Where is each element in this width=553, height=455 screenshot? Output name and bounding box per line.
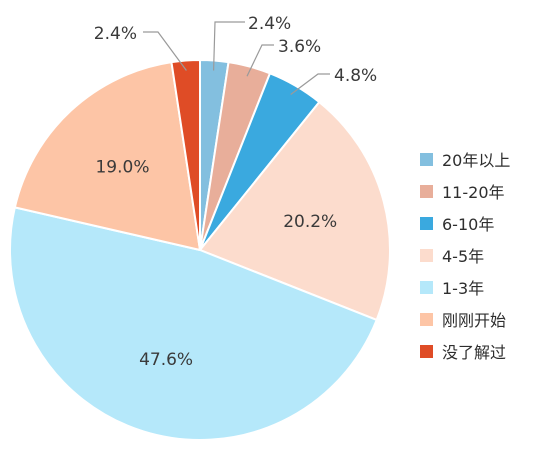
leader-line: [246, 44, 274, 77]
legend-label: 没了解过: [442, 343, 507, 362]
data-labels: 2.4% 3.6% 4.8% 20.2% 47.6% 19.0% 2.4%: [94, 14, 377, 370]
legend-item[interactable]: 1-3年: [420, 278, 510, 298]
data-label: 2.4%: [94, 24, 137, 44]
legend-swatch: [420, 152, 433, 166]
legend-label: 4-5年: [442, 247, 485, 266]
legend-label: 11-20年: [442, 183, 505, 202]
data-label: 47.6%: [139, 350, 193, 370]
pie-slice[interactable]: [9, 206, 378, 442]
pie-slice[interactable]: [13, 61, 201, 251]
data-label: 2.4%: [248, 14, 291, 34]
legend-swatch: [420, 216, 433, 230]
legend-swatch: [420, 312, 433, 326]
legend-swatch: [420, 184, 433, 198]
data-label: 20.2%: [283, 212, 337, 232]
leader-line: [143, 31, 187, 71]
data-label: 19.0%: [95, 157, 149, 177]
pie-slices: [9, 59, 391, 442]
legend-swatch: [420, 248, 433, 262]
legend-item[interactable]: 6-10年: [420, 214, 510, 234]
legend-label: 6-10年: [442, 215, 495, 234]
leader-line: [213, 21, 245, 71]
leader-lines: [143, 21, 330, 95]
legend-swatch: [420, 344, 433, 358]
pie-slice[interactable]: [170, 59, 201, 251]
legend-label: 20年以上: [442, 151, 511, 170]
data-label: 3.6%: [278, 37, 321, 57]
pie-slice[interactable]: [199, 101, 391, 321]
legend: 20年以上 11-20年 6-10年 4-5年 1-3年 刚刚开始 没了解过: [420, 150, 510, 374]
legend-item[interactable]: 刚刚开始: [420, 310, 510, 330]
leader-line: [290, 73, 330, 95]
legend-label: 1-3年: [442, 279, 485, 298]
legend-item[interactable]: 11-20年: [420, 182, 510, 202]
legend-item[interactable]: 4-5年: [420, 246, 510, 266]
legend-label: 刚刚开始: [442, 311, 507, 330]
data-label: 4.8%: [334, 66, 377, 86]
legend-item[interactable]: 没了解过: [420, 342, 510, 362]
legend-item[interactable]: 20年以上: [420, 150, 511, 170]
legend-swatch: [420, 280, 433, 294]
